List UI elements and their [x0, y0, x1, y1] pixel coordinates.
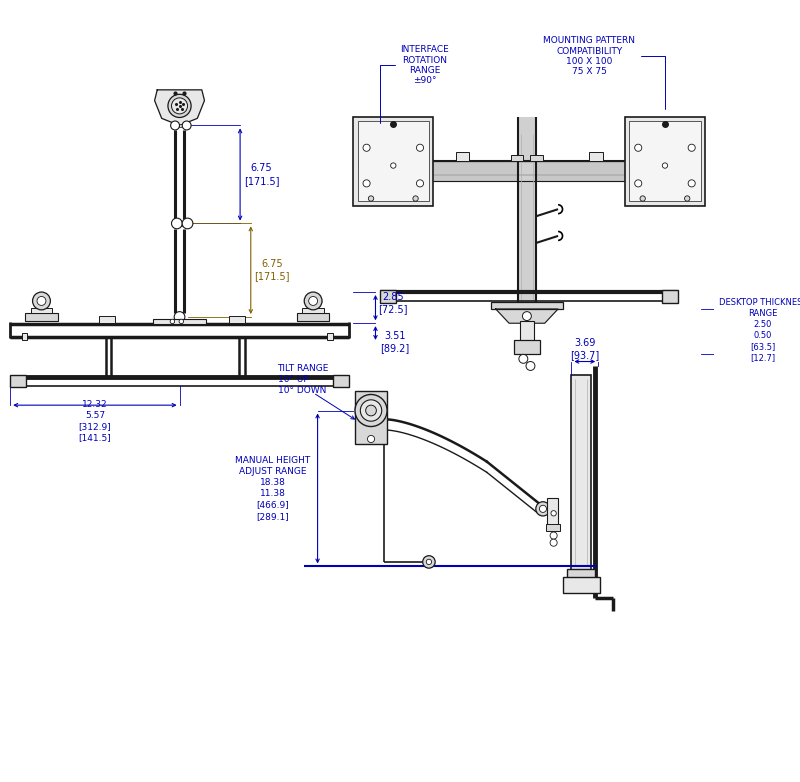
Circle shape: [170, 121, 179, 130]
Bar: [662, 290, 678, 303]
Text: 12.32
5.57
[312.9]
[141.5]: 12.32 5.57 [312.9] [141.5]: [78, 400, 111, 443]
Polygon shape: [154, 90, 205, 125]
Circle shape: [182, 218, 193, 229]
Text: DESKTOP THICKNESS
RANGE
2.50
0.50
[63.5]
[12.7]: DESKTOP THICKNESS RANGE 2.50 0.50 [63.5]…: [718, 298, 800, 363]
Circle shape: [539, 505, 546, 512]
Bar: [354, 117, 434, 206]
Circle shape: [536, 502, 550, 516]
Circle shape: [522, 312, 531, 321]
Bar: [297, 314, 329, 321]
Circle shape: [170, 319, 174, 324]
Bar: [571, 375, 591, 571]
Text: TILT RANGE
10° UP
10° DOWN: TILT RANGE 10° UP 10° DOWN: [278, 364, 329, 395]
Bar: [30, 308, 52, 314]
Text: 3.69
[93.7]: 3.69 [93.7]: [570, 338, 599, 361]
Bar: [355, 391, 387, 444]
Bar: [99, 316, 115, 323]
Circle shape: [37, 296, 46, 306]
Bar: [10, 375, 26, 387]
Bar: [511, 155, 523, 161]
Circle shape: [363, 144, 370, 151]
Circle shape: [390, 163, 396, 168]
Bar: [420, 161, 638, 181]
Circle shape: [168, 95, 191, 117]
Circle shape: [551, 511, 556, 516]
Bar: [630, 121, 701, 201]
Bar: [625, 117, 705, 206]
Text: MANUAL HEIGHT
ADJUST RANGE
18.38
11.38
[466.9]
[289.1]: MANUAL HEIGHT ADJUST RANGE 18.38 11.38 […: [235, 456, 310, 521]
Bar: [456, 152, 469, 161]
Circle shape: [367, 436, 374, 443]
Bar: [302, 308, 324, 314]
Circle shape: [309, 296, 318, 306]
Circle shape: [662, 163, 668, 168]
Circle shape: [634, 180, 642, 187]
Circle shape: [304, 292, 322, 310]
Circle shape: [355, 394, 387, 426]
Bar: [567, 569, 595, 578]
Circle shape: [368, 196, 374, 201]
Circle shape: [640, 196, 646, 201]
Bar: [380, 290, 396, 303]
Circle shape: [685, 196, 690, 201]
Circle shape: [417, 144, 423, 151]
Circle shape: [688, 144, 695, 151]
Circle shape: [519, 354, 528, 364]
Circle shape: [174, 312, 185, 322]
Circle shape: [366, 405, 376, 416]
Bar: [520, 321, 534, 341]
Bar: [491, 302, 562, 309]
Bar: [514, 340, 540, 354]
Bar: [153, 319, 206, 324]
Bar: [229, 316, 245, 323]
Text: 2.85
[72.5]: 2.85 [72.5]: [378, 292, 408, 314]
Circle shape: [526, 361, 535, 371]
Text: 3.51
[89.2]: 3.51 [89.2]: [381, 331, 410, 353]
Circle shape: [550, 532, 557, 539]
Bar: [178, 221, 190, 226]
Bar: [358, 121, 429, 201]
Text: INTERFACE
ROTATION
RANGE
±90°: INTERFACE ROTATION RANGE ±90°: [380, 45, 449, 123]
Circle shape: [179, 319, 183, 324]
Bar: [530, 155, 543, 161]
Bar: [547, 498, 558, 525]
Circle shape: [33, 292, 50, 310]
Circle shape: [417, 180, 423, 187]
Polygon shape: [496, 309, 558, 323]
Circle shape: [688, 180, 695, 187]
Bar: [562, 577, 600, 593]
Bar: [327, 333, 333, 340]
Text: 6.75
[171.5]: 6.75 [171.5]: [244, 163, 279, 185]
Circle shape: [171, 218, 182, 229]
Circle shape: [422, 556, 435, 569]
Circle shape: [363, 180, 370, 187]
Circle shape: [171, 98, 187, 114]
Bar: [333, 375, 349, 387]
Text: MOUNTING PATTERN
COMPATIBILITY
100 X 100
75 X 75: MOUNTING PATTERN COMPATIBILITY 100 X 100…: [543, 36, 665, 109]
Bar: [26, 314, 58, 321]
Circle shape: [550, 539, 557, 547]
Bar: [546, 524, 560, 531]
Circle shape: [182, 121, 191, 130]
Circle shape: [413, 196, 418, 201]
Circle shape: [426, 559, 431, 565]
Bar: [22, 333, 27, 340]
Bar: [590, 152, 602, 161]
Text: 6.75
[171.5]: 6.75 [171.5]: [254, 259, 290, 282]
Bar: [518, 117, 536, 323]
Bar: [177, 124, 190, 127]
Circle shape: [360, 400, 382, 421]
Circle shape: [634, 144, 642, 151]
